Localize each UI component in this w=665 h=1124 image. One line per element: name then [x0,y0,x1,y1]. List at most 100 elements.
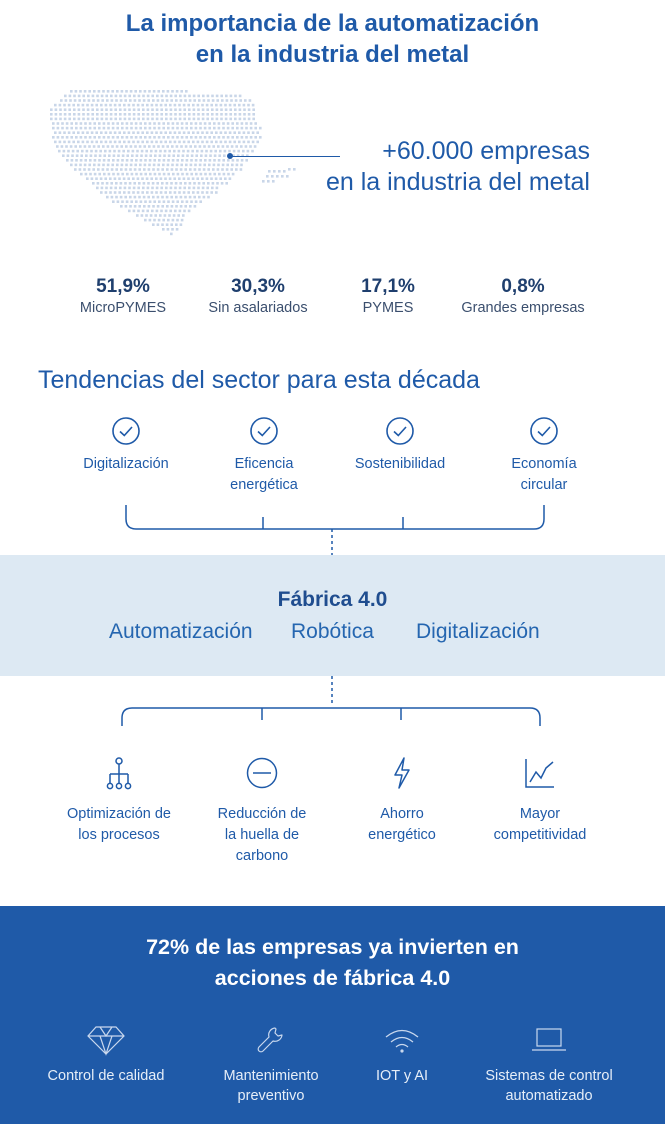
map-dot [201,113,205,116]
map-dot [210,140,213,144]
map-dot [166,90,170,93]
map-dot [210,191,213,194]
map-dot [66,159,69,162]
map-dot [236,154,240,157]
map-dot [157,145,160,148]
map-dot [127,177,130,180]
map-dot [200,149,204,153]
map-dot [92,168,95,171]
map-dot [151,113,154,116]
map-dot [123,140,126,144]
map-dot [283,170,286,173]
map-dot [121,126,124,130]
map-dot [102,122,106,125]
map-dot [240,122,244,125]
map-dot [83,168,86,171]
map-dot [88,145,91,148]
map-dot [145,149,148,153]
map-dot [192,131,195,134]
trends-bracket [125,505,545,555]
companies-callout: +60.000 empresas en la industria del met… [300,136,590,198]
map-dot [192,113,196,116]
map-dot [247,140,250,144]
map-dot [204,172,207,176]
map-dot [215,131,218,134]
map-dot [151,186,154,190]
map-dot [188,99,192,102]
map-dot [195,172,198,176]
map-dot [221,163,225,167]
map-dot [169,209,172,213]
map-dot [109,117,113,121]
map-dot [208,126,211,130]
map-dot [133,99,137,102]
map-dot [205,177,209,180]
map-dot [234,108,237,111]
map-dot [81,140,85,144]
map-dot [84,159,87,162]
map-dot [100,108,104,111]
map-dot [130,172,134,176]
map-dot [176,136,179,139]
map-dot [182,131,186,134]
map-dot [89,159,92,162]
map-dot [144,126,147,130]
map-dot [190,122,193,125]
map-dot [173,131,177,134]
map-dot [234,99,238,102]
map-dot [148,122,152,125]
map-dot [67,149,70,153]
map-dot [176,172,180,176]
map-dot [77,117,81,121]
map-dot [97,90,101,93]
map-dot [218,154,221,157]
map-dot [182,191,186,194]
map-dot [133,205,137,208]
map-dot [121,159,124,162]
map-dot [143,205,146,208]
map-dot [247,117,251,121]
map-dot [234,113,237,116]
map-dot [170,168,174,171]
map-dot [223,154,226,157]
map-dot [63,113,67,116]
map-dot [230,145,234,148]
map-dot [63,103,66,107]
stat-percent: 17,1% [361,276,415,297]
map-dot [234,117,237,121]
map-dot [114,186,117,190]
map-dot [168,177,172,180]
map-dot [73,99,77,102]
map-dot [222,136,225,139]
map-dot [215,94,219,98]
map-dot [107,159,110,162]
check-circle-icon [250,417,278,445]
map-dot [185,200,189,203]
fabrica-item-digitalizacion: Digitalización [416,620,540,643]
map-dot [202,168,206,171]
map-dot [170,232,173,236]
benefit-label: Mayor competitividad [493,806,587,843]
map-dot [244,99,247,102]
map-dot [135,172,138,176]
map-dot [56,126,60,130]
map-dot [159,149,162,153]
map-dot [79,136,83,139]
map-dot [155,117,159,121]
map-dot [176,218,179,222]
map-dot [238,103,241,107]
map-dot [111,122,115,125]
map-dot [130,122,133,125]
map-dot [225,99,229,102]
map-dot [165,195,169,199]
map-dot [109,108,113,111]
map-dot [190,154,194,157]
map-dot [157,218,161,222]
map-dot [219,103,223,107]
map-dot [224,113,228,116]
map-dot [173,140,177,144]
map-dot [157,163,160,167]
map-dot [226,136,230,139]
trend-label: Eficencia energética [230,456,298,493]
map-dot [224,108,228,111]
